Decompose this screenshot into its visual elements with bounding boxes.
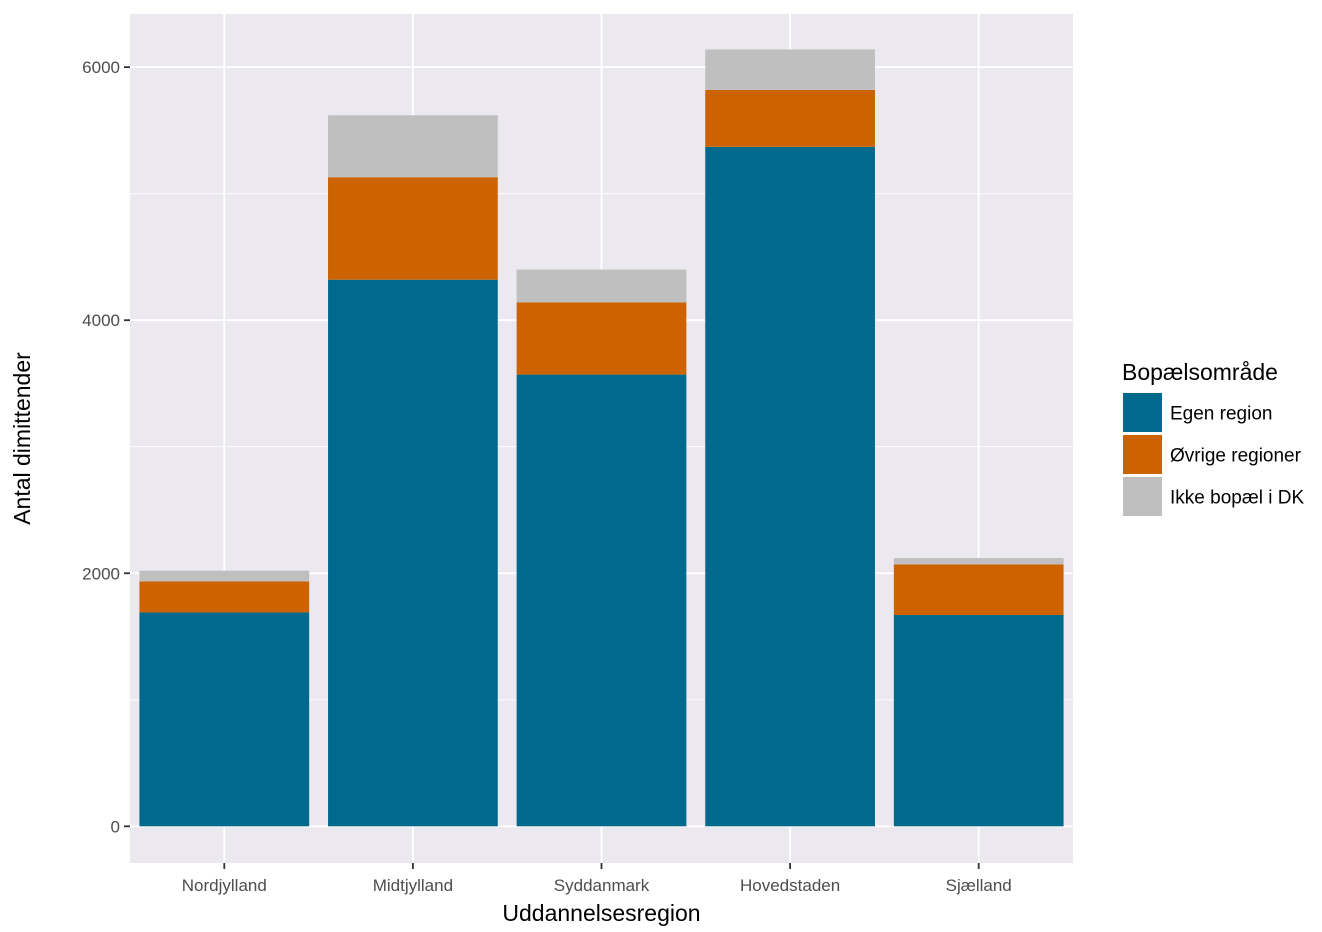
x-tick-label: Syddanmark	[554, 876, 650, 895]
x-tick-label: Midtjylland	[373, 876, 453, 895]
bar-segment	[328, 279, 498, 827]
bar-segment	[705, 146, 875, 827]
bars-group	[139, 49, 1064, 827]
bar-segment	[328, 177, 498, 280]
bar-segment	[893, 564, 1064, 616]
legend-items: Egen region Øvrige regioner Ikke bopæl i D…	[1123, 393, 1304, 516]
x-tick-label: Nordjylland	[182, 876, 267, 895]
bar-segment	[516, 302, 687, 375]
y-tick-label: 2000	[82, 564, 120, 583]
bar-segment	[705, 89, 875, 147]
bar-segment	[893, 615, 1064, 827]
bar-segment	[139, 570, 310, 582]
bar-segment	[139, 581, 310, 613]
legend-key	[1123, 393, 1162, 432]
y-tick-label: 0	[111, 817, 120, 836]
bar-segment	[705, 49, 875, 90]
bar-segment	[139, 612, 310, 827]
legend: Bopælsområde Egen region Øvrige regioner I…	[1122, 359, 1304, 516]
legend-label: Egen region	[1170, 404, 1272, 425]
y-tick-label: 6000	[82, 58, 120, 77]
legend-label: Øvrige regioner	[1170, 446, 1302, 467]
x-tick-label: Hovedstaden	[740, 876, 840, 895]
bar-segment	[516, 269, 687, 303]
x-axis-title: Uddannelsesregion	[502, 900, 700, 926]
legend-key	[1123, 435, 1162, 474]
legend-label: Ikke bopæl i DK	[1170, 488, 1304, 509]
bar-segment	[516, 374, 687, 827]
y-tick-label: 4000	[82, 311, 120, 330]
x-tick-label: Sjælland	[946, 876, 1012, 895]
bar-segment	[328, 115, 498, 178]
y-axis: 0 2000 4000 6000	[82, 58, 130, 836]
legend-title: Bopælsområde	[1122, 359, 1278, 385]
legend-key	[1123, 477, 1162, 516]
y-axis-title: Antal dimittender	[9, 352, 35, 525]
x-axis: Nordjylland Midtjylland Syddanmark Hovedsta…	[182, 863, 1012, 895]
bar-segment	[893, 558, 1064, 565]
